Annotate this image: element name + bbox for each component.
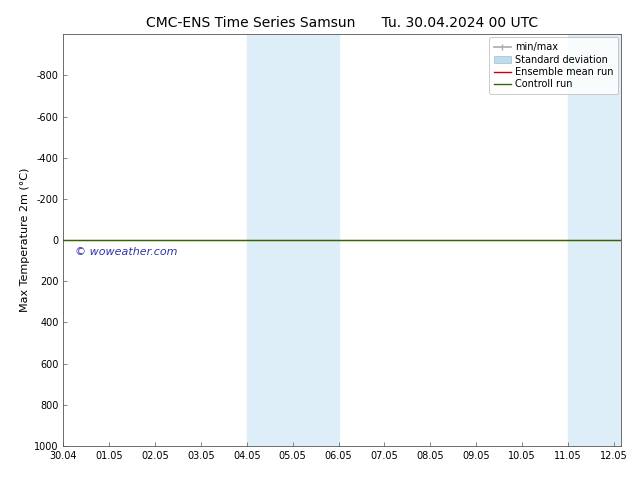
Text: © woweather.com: © woweather.com [75, 246, 177, 256]
Bar [568, 34, 621, 446]
Bar [247, 34, 339, 446]
Legend: min/max, Standard deviation, Ensemble mean run, Controll run: min/max, Standard deviation, Ensemble me… [489, 37, 618, 94]
Y-axis label: Max Temperature 2m (°C): Max Temperature 2m (°C) [20, 168, 30, 312]
Title: CMC-ENS Time Series Samsun      Tu. 30.04.2024 00 UTC: CMC-ENS Time Series Samsun Tu. 30.04.202… [146, 16, 538, 30]
